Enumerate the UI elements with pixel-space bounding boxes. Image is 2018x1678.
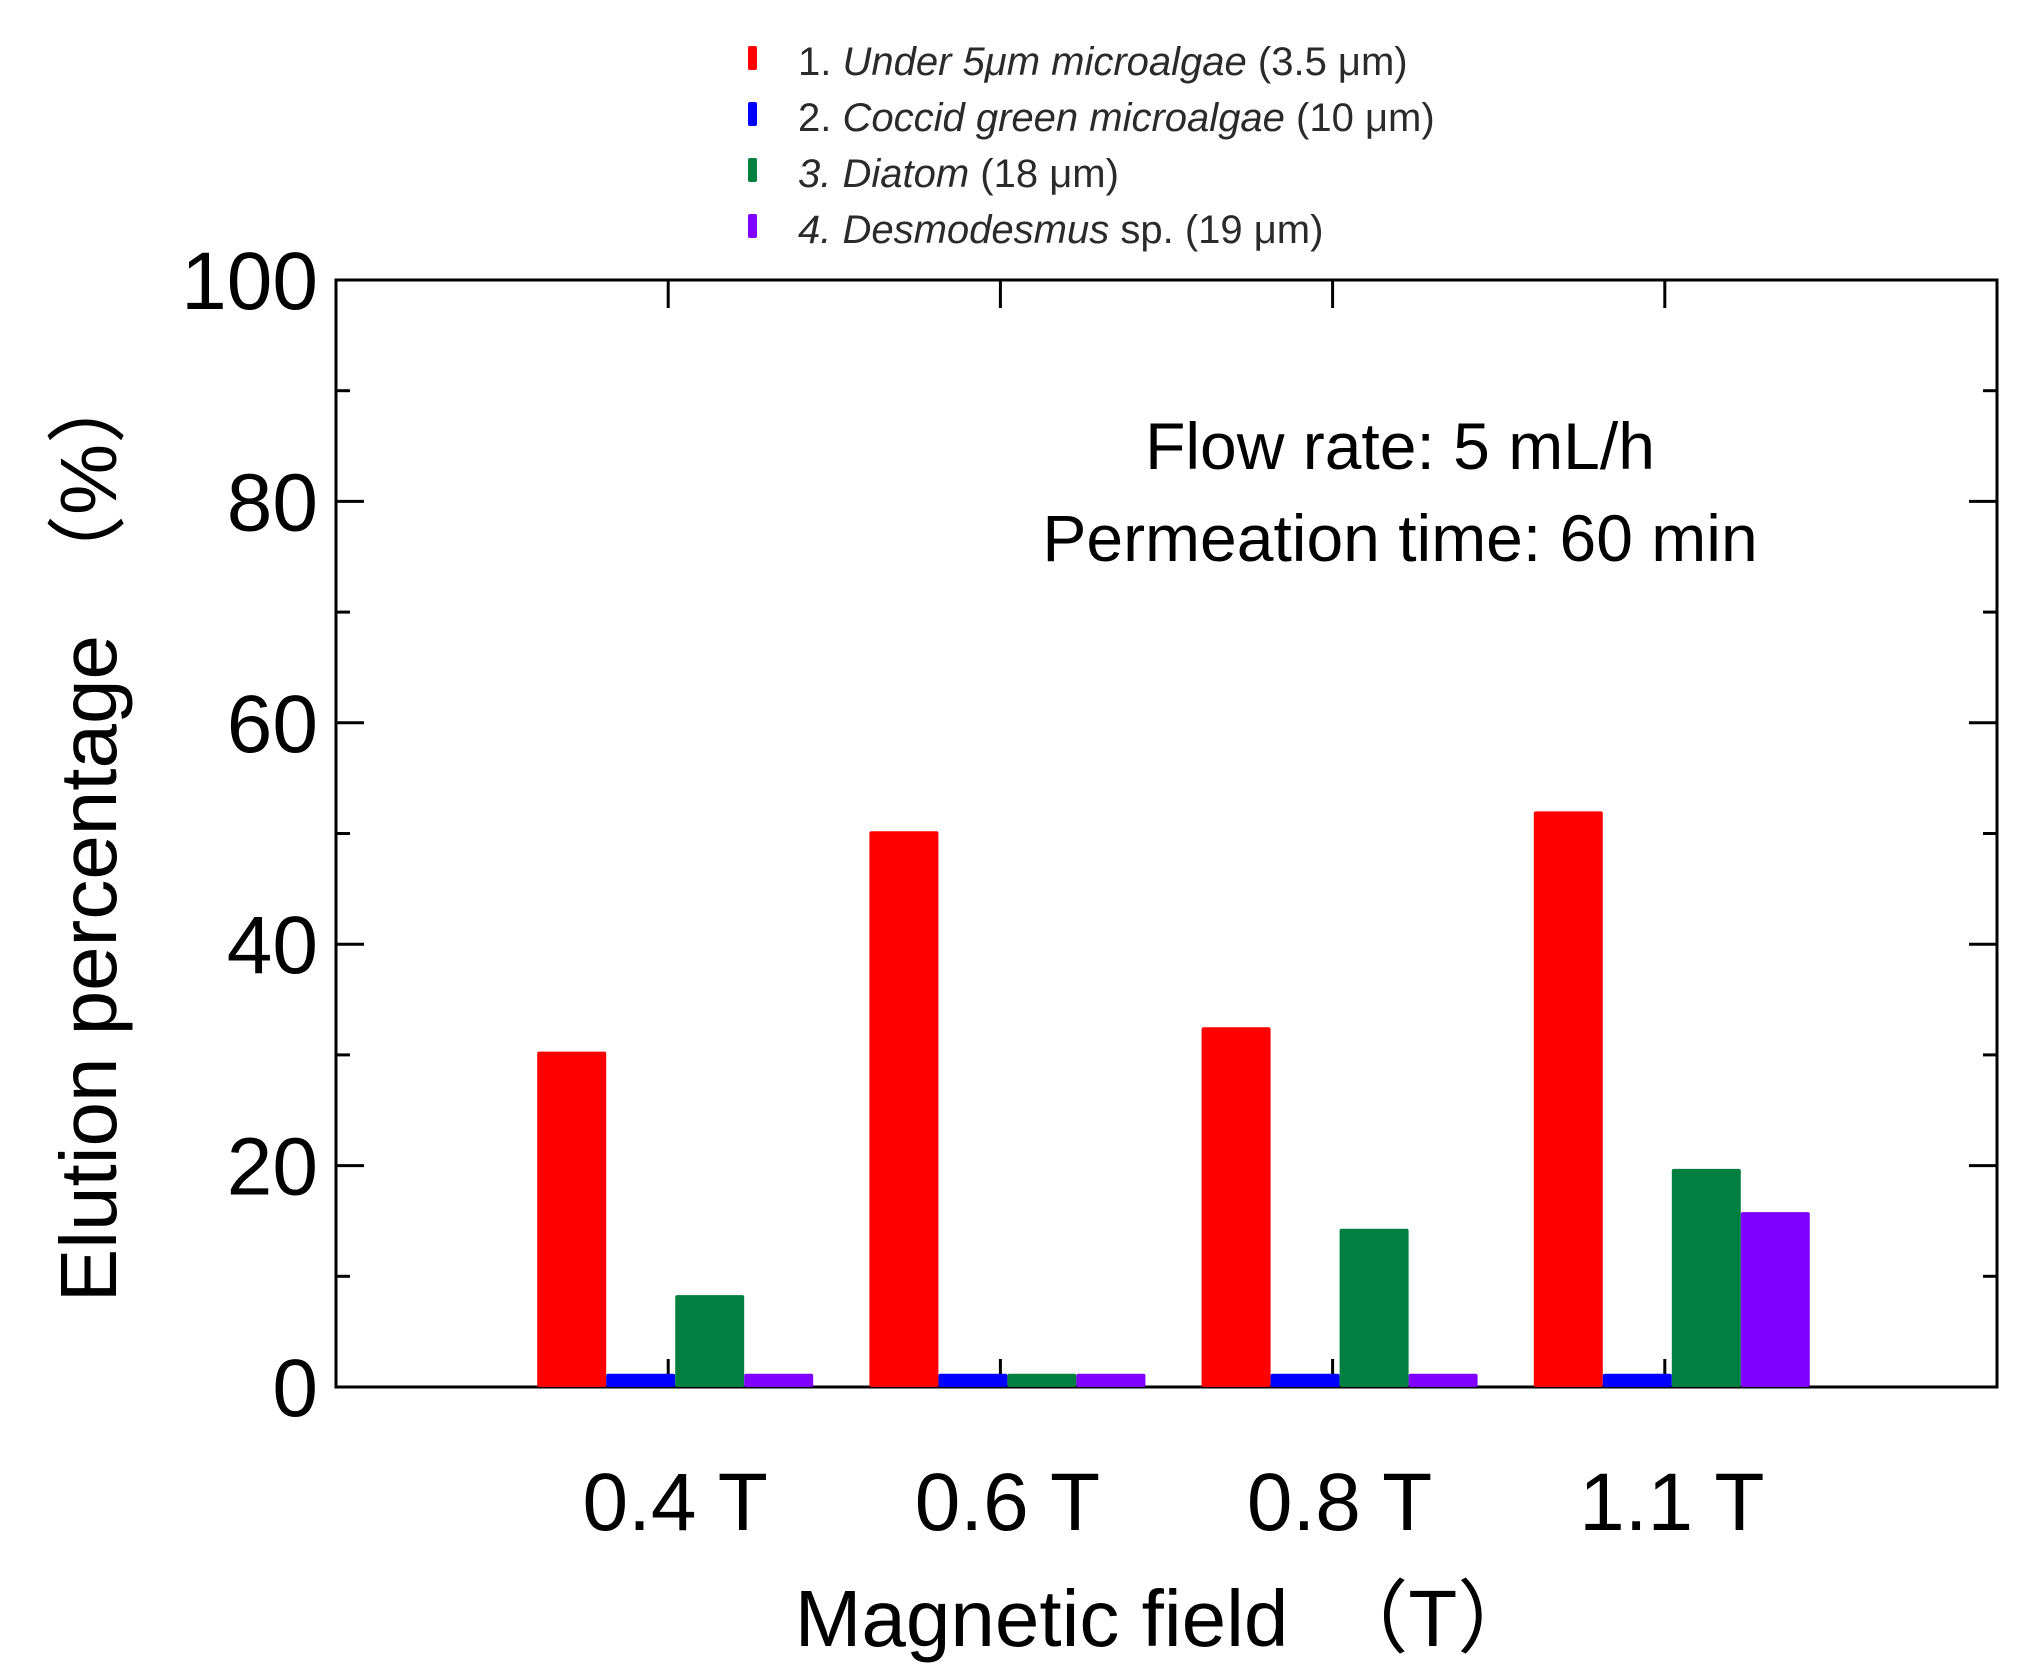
bar-2-11T xyxy=(1602,1373,1672,1387)
y-tick-label: 20 xyxy=(227,1122,318,1213)
y-tick-label: 60 xyxy=(227,679,318,770)
x-tick-labels: 0.4 T 0.6 T 0.8 T 1.1 T xyxy=(583,1457,1765,1548)
x-axis-title: Magnetic field （T） xyxy=(795,1574,1537,1663)
y-axis-title: Elution percentage （%） xyxy=(44,364,133,1302)
bar-1-08T xyxy=(1201,1027,1271,1387)
bar-4-06T xyxy=(1076,1373,1146,1387)
y-tick-label: 100 xyxy=(181,236,318,327)
legend-label-4: 4. Desmodesmus sp. (19 μm) xyxy=(798,208,1324,252)
bar-2-04T xyxy=(606,1373,676,1387)
bar-group xyxy=(537,811,1810,1387)
bar-4-04T xyxy=(744,1373,814,1387)
bar-3-04T xyxy=(675,1295,745,1387)
y-tick-label: 40 xyxy=(227,900,318,991)
bar-4-11T xyxy=(1740,1212,1810,1387)
legend-swatch-1 xyxy=(748,46,757,70)
bar-3-06T xyxy=(1007,1373,1077,1387)
bar-1-04T xyxy=(537,1051,607,1387)
x-tick-label: 1.1 T xyxy=(1579,1457,1764,1548)
bar-3-08T xyxy=(1339,1228,1409,1387)
legend-label-2: 2. Coccid green microalgae (10 μm) xyxy=(798,96,1435,140)
bar-1-11T xyxy=(1533,811,1603,1387)
legend-label-1: 1. Under 5μm microalgae (3.5 μm) xyxy=(798,40,1408,84)
legend-swatch-4 xyxy=(748,214,757,238)
x-tick-label: 0.4 T xyxy=(583,1457,768,1548)
x-tick-label: 0.8 T xyxy=(1247,1457,1432,1548)
annotation-flow-rate: Flow rate: 5 mL/h xyxy=(1145,409,1655,483)
y-tick-label: 80 xyxy=(227,457,318,548)
y-axis-ticks xyxy=(336,278,1997,1389)
x-axis-ticks xyxy=(666,280,1667,1387)
annotation-permeation-time: Permeation time: 60 min xyxy=(1042,501,1758,575)
bar-2-08T xyxy=(1270,1373,1340,1387)
y-tick-labels: 0 20 40 60 80 100 xyxy=(181,236,318,1434)
bar-4-08T xyxy=(1408,1373,1478,1387)
x-tick-label: 0.6 T xyxy=(915,1457,1100,1548)
bar-2-06T xyxy=(938,1373,1008,1387)
bar-1-06T xyxy=(869,831,939,1387)
bar-3-11T xyxy=(1671,1168,1741,1387)
legend-swatch-3 xyxy=(748,158,757,182)
y-tick-label: 0 xyxy=(272,1343,318,1434)
legend-swatch-2 xyxy=(748,102,757,126)
legend-label-3: 3. Diatom (18 μm) xyxy=(798,152,1119,196)
